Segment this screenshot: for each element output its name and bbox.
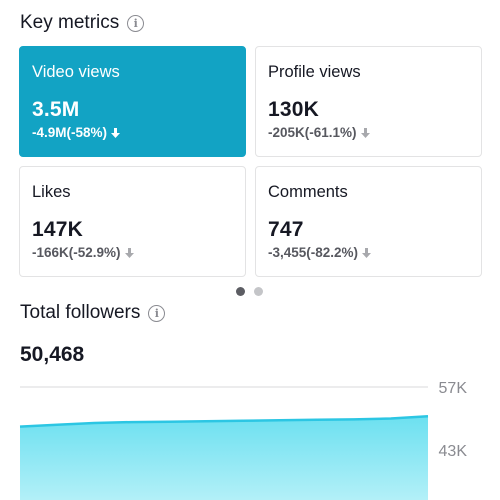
total-followers-value: 50,468 (20, 343, 85, 366)
key-metrics-title: Key metrics (20, 12, 120, 33)
carousel-pagination (236, 287, 263, 296)
metric-delta: -4.9M(-58%) (32, 125, 121, 140)
metric-value: 147K (32, 218, 84, 241)
metric-label: Likes (32, 183, 71, 201)
metric-label: Comments (268, 183, 348, 201)
arrow-down-icon (111, 127, 121, 138)
metric-delta-text: -205K(-61.1%) (268, 125, 357, 140)
area-fill (20, 416, 428, 500)
pagination-dot-active[interactable] (236, 287, 245, 296)
metric-card-likes[interactable]: Likes 147K -166K(-52.9%) (19, 166, 246, 277)
info-icon[interactable]: i (127, 14, 145, 32)
metric-label: Profile views (268, 63, 361, 81)
metric-value: 747 (268, 218, 304, 241)
metric-delta: -166K(-52.9%) (32, 245, 134, 260)
metric-card-comments[interactable]: Comments 747 -3,455(-82.2%) (255, 166, 482, 277)
y-tick-label: 57K (439, 380, 468, 397)
arrow-down-icon (124, 247, 134, 258)
arrow-down-icon (360, 127, 370, 138)
pagination-dot[interactable] (254, 287, 263, 296)
metric-delta-text: -3,455(-82.2%) (268, 245, 359, 260)
total-followers-title: Total followers (20, 302, 141, 323)
metric-delta-text: -4.9M(-58%) (32, 125, 108, 140)
metric-delta: -205K(-61.1%) (268, 125, 370, 140)
series-line (19, 415, 429, 428)
arrow-down-icon (362, 247, 372, 258)
total-followers-header: Total followers i (20, 302, 166, 324)
metric-value: 130K (268, 98, 320, 121)
metric-card-profile-views[interactable]: Profile views 130K -205K(-61.1%) (255, 46, 482, 157)
metric-value: 3.5M (32, 98, 80, 121)
metric-delta-text: -166K(-52.9%) (32, 245, 121, 260)
followers-chart: 57K 43K (19, 380, 468, 500)
info-icon[interactable]: i (148, 304, 166, 322)
y-tick-label: 43K (439, 443, 468, 460)
metric-delta: -3,455(-82.2%) (268, 245, 372, 260)
key-metrics-header: Key metrics i (20, 12, 145, 34)
metric-card-video-views[interactable]: Video views 3.5M -4.9M(-58%) (19, 46, 246, 157)
metric-label: Video views (32, 63, 120, 81)
